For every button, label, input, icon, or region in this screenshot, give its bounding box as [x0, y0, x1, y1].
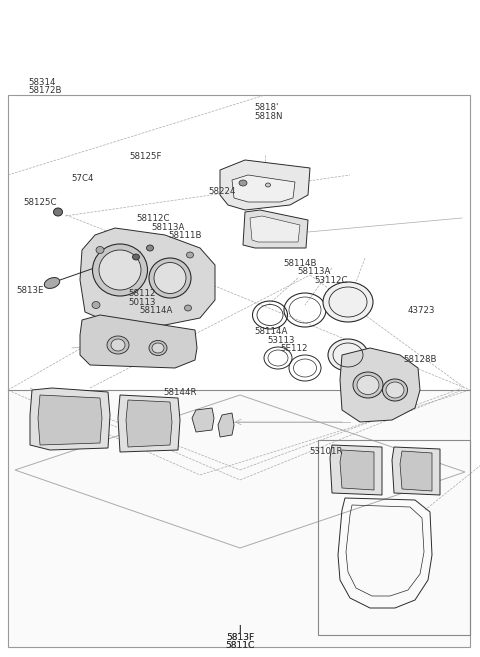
Ellipse shape: [107, 336, 129, 354]
Text: 53113: 53113: [267, 336, 295, 345]
Ellipse shape: [146, 245, 154, 251]
Text: 5813E: 5813E: [17, 286, 44, 295]
Polygon shape: [30, 388, 110, 450]
Text: 58112: 58112: [129, 289, 156, 298]
Bar: [318, 440, 470, 635]
Ellipse shape: [53, 208, 62, 216]
Ellipse shape: [328, 339, 368, 371]
Text: 58144R: 58144R: [163, 388, 197, 397]
Text: J: J: [239, 625, 241, 634]
Polygon shape: [220, 160, 310, 210]
Polygon shape: [80, 228, 215, 325]
Text: 58224: 58224: [209, 187, 236, 196]
Text: 58125C: 58125C: [23, 198, 57, 207]
Ellipse shape: [92, 302, 100, 309]
Text: 50113: 50113: [129, 298, 156, 307]
Text: 53101R: 53101R: [310, 447, 343, 456]
Text: 58128B: 58128B: [403, 355, 437, 365]
Text: J: J: [239, 625, 241, 634]
Text: 58114B: 58114B: [283, 259, 317, 268]
Polygon shape: [218, 413, 234, 437]
Ellipse shape: [93, 244, 147, 296]
Text: 5818': 5818': [254, 103, 279, 112]
Polygon shape: [80, 315, 197, 368]
Ellipse shape: [149, 340, 167, 355]
Polygon shape: [330, 445, 382, 495]
Polygon shape: [192, 408, 214, 432]
Polygon shape: [400, 451, 432, 491]
Text: 5818N: 5818N: [254, 112, 283, 121]
Ellipse shape: [149, 258, 191, 298]
Text: 5811C: 5811C: [226, 641, 254, 650]
Ellipse shape: [154, 263, 186, 294]
Ellipse shape: [323, 282, 373, 322]
Text: 43723: 43723: [408, 306, 435, 315]
Ellipse shape: [152, 343, 164, 353]
Ellipse shape: [184, 305, 192, 311]
Ellipse shape: [383, 379, 408, 401]
Polygon shape: [340, 450, 374, 490]
Polygon shape: [232, 175, 295, 202]
Text: 5813F: 5813F: [226, 633, 254, 642]
Polygon shape: [250, 216, 300, 242]
Text: 5E112: 5E112: [281, 344, 308, 353]
Ellipse shape: [265, 183, 271, 187]
Text: 53112C: 53112C: [314, 276, 348, 285]
Text: 58114A: 58114A: [139, 306, 173, 315]
Bar: [8, 390, 470, 647]
Text: 58172B: 58172B: [29, 86, 62, 95]
Text: 5813F: 5813F: [226, 633, 254, 642]
Text: 58112C: 58112C: [137, 214, 170, 223]
Text: 58114A: 58114A: [254, 327, 288, 336]
Ellipse shape: [386, 382, 404, 398]
Text: 57C4: 57C4: [71, 174, 94, 183]
Polygon shape: [38, 395, 102, 445]
Text: 5811C: 5811C: [226, 641, 254, 650]
Ellipse shape: [357, 376, 379, 394]
Ellipse shape: [132, 254, 140, 260]
Text: 58125F: 58125F: [130, 152, 162, 162]
Polygon shape: [392, 447, 440, 495]
Text: 58113A: 58113A: [151, 223, 185, 232]
Ellipse shape: [96, 246, 104, 254]
Ellipse shape: [187, 252, 193, 258]
Text: 58314: 58314: [29, 78, 56, 87]
Polygon shape: [126, 400, 172, 447]
Polygon shape: [340, 348, 420, 422]
Bar: [8, 95, 470, 647]
Text: 58113A: 58113A: [298, 267, 331, 277]
Polygon shape: [243, 210, 308, 248]
Ellipse shape: [353, 372, 383, 398]
Polygon shape: [118, 395, 180, 452]
Text: 58111B: 58111B: [168, 231, 202, 240]
Ellipse shape: [44, 277, 60, 288]
Ellipse shape: [111, 339, 125, 351]
Ellipse shape: [99, 250, 141, 290]
Ellipse shape: [239, 180, 247, 186]
